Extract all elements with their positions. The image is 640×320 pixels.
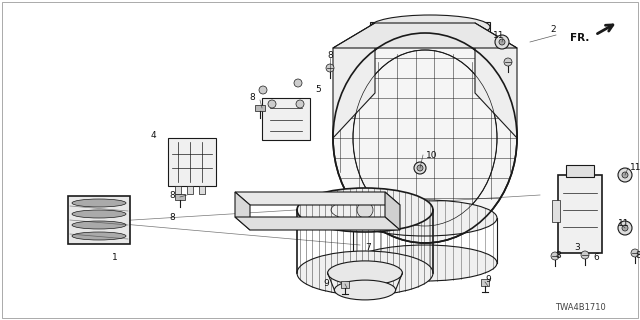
Bar: [168, 138, 216, 186]
Ellipse shape: [72, 221, 126, 229]
Circle shape: [551, 252, 559, 260]
Text: 6: 6: [593, 253, 599, 262]
Ellipse shape: [333, 33, 517, 243]
Circle shape: [495, 35, 509, 49]
Circle shape: [294, 79, 302, 87]
Text: FR.: FR.: [570, 33, 589, 43]
Polygon shape: [235, 192, 400, 205]
Text: 11: 11: [630, 164, 640, 172]
Circle shape: [622, 225, 628, 231]
Circle shape: [581, 251, 589, 259]
Circle shape: [414, 162, 426, 174]
Polygon shape: [333, 23, 517, 48]
Circle shape: [499, 39, 505, 45]
Bar: [566, 165, 594, 177]
Bar: [175, 186, 181, 194]
Circle shape: [618, 168, 632, 182]
Ellipse shape: [72, 232, 126, 240]
Circle shape: [622, 172, 628, 178]
Text: 4: 4: [150, 131, 156, 140]
Polygon shape: [475, 23, 517, 138]
Bar: [175, 194, 185, 200]
Text: 7: 7: [365, 243, 371, 252]
Text: 8: 8: [169, 190, 175, 199]
Bar: [341, 281, 349, 288]
Text: 9: 9: [323, 278, 329, 287]
Text: 9: 9: [485, 276, 491, 284]
Text: 8: 8: [249, 92, 255, 101]
Text: 3: 3: [574, 244, 580, 252]
Text: 11: 11: [618, 220, 630, 228]
Ellipse shape: [353, 200, 497, 236]
Ellipse shape: [328, 261, 403, 285]
Text: 2: 2: [550, 26, 556, 35]
Ellipse shape: [334, 280, 396, 300]
Ellipse shape: [370, 15, 490, 39]
Circle shape: [296, 100, 304, 108]
Polygon shape: [235, 217, 400, 230]
Text: 8: 8: [635, 251, 640, 260]
Circle shape: [417, 165, 423, 171]
Bar: [558, 175, 602, 253]
Bar: [68, 196, 130, 244]
Ellipse shape: [297, 188, 433, 232]
Ellipse shape: [353, 245, 497, 281]
Text: 8: 8: [327, 51, 333, 60]
Polygon shape: [235, 192, 250, 230]
Text: 8: 8: [555, 251, 561, 260]
Text: 8: 8: [169, 213, 175, 222]
Ellipse shape: [297, 251, 433, 295]
Bar: [199, 186, 205, 194]
Circle shape: [504, 58, 512, 66]
Bar: [262, 98, 310, 140]
Circle shape: [326, 64, 334, 72]
Text: 10: 10: [426, 150, 438, 159]
Text: 5: 5: [315, 85, 321, 94]
Bar: [552, 200, 560, 222]
Text: TWA4B1710: TWA4B1710: [555, 303, 605, 313]
Circle shape: [259, 86, 267, 94]
Bar: [255, 105, 265, 111]
Ellipse shape: [72, 210, 126, 218]
Circle shape: [631, 249, 639, 257]
Circle shape: [268, 100, 276, 108]
Bar: [481, 279, 489, 286]
Circle shape: [357, 202, 373, 218]
Circle shape: [618, 221, 632, 235]
Bar: [187, 186, 193, 194]
Polygon shape: [333, 23, 375, 138]
Text: 11: 11: [493, 30, 505, 39]
Ellipse shape: [72, 199, 126, 207]
Text: 1: 1: [112, 253, 118, 262]
Polygon shape: [370, 22, 490, 32]
Polygon shape: [385, 192, 400, 230]
